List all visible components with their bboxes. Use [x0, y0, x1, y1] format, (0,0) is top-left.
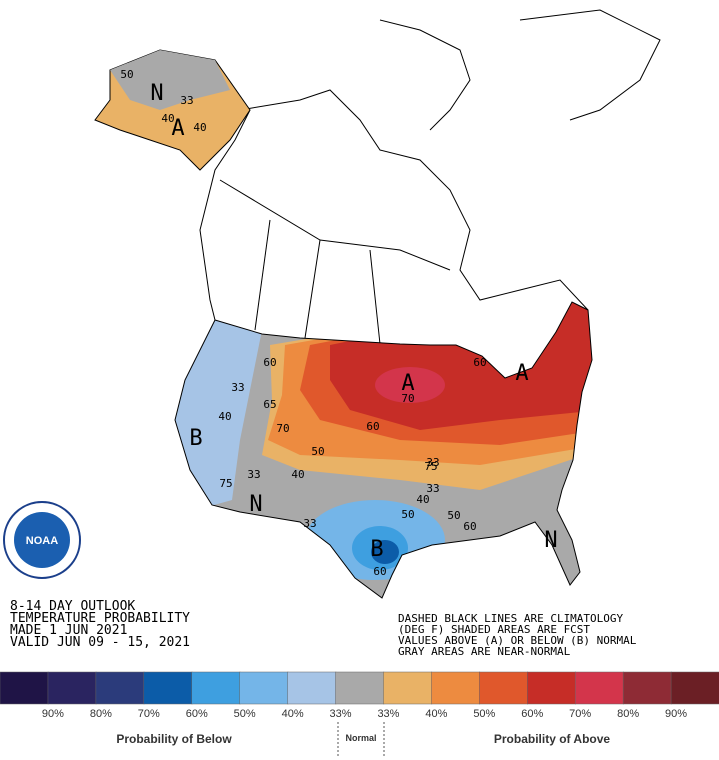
- map-label: A: [515, 361, 528, 386]
- map-label: 60: [366, 420, 379, 433]
- map-label: 50: [447, 509, 460, 522]
- outlook-info: 8-14 DAY OUTLOOK: [10, 599, 135, 614]
- legend-swatch: [431, 671, 481, 705]
- map-label: 40: [291, 468, 304, 481]
- legend-note: (DEG F) SHADED AREAS ARE FCST: [398, 623, 590, 636]
- legend-swatch: [239, 671, 289, 705]
- map-label: 70: [276, 422, 289, 435]
- map-label: B: [189, 426, 202, 451]
- legend-note: VALUES ABOVE (A) OR BELOW (B) NORMAL: [398, 634, 637, 647]
- legend-label: 80%: [617, 708, 639, 720]
- legend: 90% 80% 70% 60% 50% 40% 33% 33% 40% 50% 60% 70% 80% 9…: [0, 671, 719, 720]
- map-label: 50: [311, 445, 324, 458]
- map-label: 60: [263, 356, 276, 369]
- legend-swatch: [670, 671, 719, 705]
- map-label: 75: [219, 477, 232, 490]
- legend-label: 70%: [569, 708, 591, 720]
- map-label: 33: [426, 482, 439, 495]
- legend-swatch: [383, 671, 433, 705]
- legend-label: 90%: [42, 708, 64, 720]
- map-label: 40: [193, 121, 206, 134]
- legend-label: 60%: [521, 708, 543, 720]
- map-label: 50: [120, 68, 133, 81]
- map-label: 33: [247, 468, 260, 481]
- alaska: [94, 49, 251, 171]
- map-label: 50: [401, 508, 414, 521]
- outlook-info: MADE 1 JUN 2021: [10, 623, 127, 638]
- legend-label: 50%: [234, 708, 256, 720]
- legend-swatch: [47, 671, 97, 705]
- map-label: 75: [424, 460, 437, 473]
- land-outlines: [199, 9, 661, 345]
- legend-label: 40%: [425, 708, 447, 720]
- map-label: 33: [426, 456, 439, 469]
- map-label: 40: [416, 493, 429, 506]
- map-label: 40: [218, 410, 231, 423]
- legend-note: DASHED BLACK LINES ARE CLIMATOLOGY: [398, 612, 624, 625]
- us-outline: [174, 301, 593, 599]
- map-label: 60: [463, 520, 476, 533]
- legend-label: 90%: [665, 708, 687, 720]
- legend-label: 80%: [90, 708, 112, 720]
- legend-label: 60%: [186, 708, 208, 720]
- legend-label: 50%: [473, 708, 495, 720]
- map-label: A: [401, 371, 414, 396]
- legend-swatch: [95, 671, 145, 705]
- legend-swatch: [335, 671, 385, 705]
- legend-below: Probability of Below: [116, 732, 232, 746]
- legend-swatch: [143, 671, 193, 705]
- legend-label: 70%: [138, 708, 160, 720]
- map-label: 40: [161, 112, 174, 125]
- legend-label: 40%: [282, 708, 304, 720]
- map-label: N: [249, 492, 262, 517]
- map-label: A: [171, 116, 184, 141]
- legend-swatch: [0, 671, 49, 705]
- legend-label: 33%: [330, 708, 352, 720]
- legend-swatch: [622, 671, 672, 705]
- legend-swatch: [479, 671, 529, 705]
- legend-swatch: [527, 671, 576, 705]
- legend-swatch: [287, 671, 337, 705]
- outlook-info: TEMPERATURE PROBABILITY: [10, 611, 190, 626]
- legend-above: Probability of Above: [494, 732, 611, 746]
- map-label: 65: [263, 398, 276, 411]
- legend-note: GRAY AREAS ARE NEAR-NORMAL: [398, 645, 571, 658]
- map-label: 33: [303, 517, 316, 530]
- map-label: 60: [473, 356, 486, 369]
- noaa-logo: NOAA: [3, 501, 81, 579]
- map-label: N: [544, 528, 557, 553]
- map-label: 33: [180, 94, 193, 107]
- outlook-info: VALID JUN 09 - 15, 2021: [10, 635, 190, 650]
- map-label: 60: [373, 565, 386, 578]
- legend-swatch: [574, 671, 624, 705]
- map-label: 70: [401, 392, 414, 405]
- legend-normal: Normal: [345, 733, 376, 743]
- map-label: 33: [231, 381, 244, 394]
- map-label: N: [150, 81, 163, 106]
- legend-label: 33%: [377, 708, 399, 720]
- logo-text: NOAA: [26, 535, 58, 547]
- map-label: B: [370, 537, 383, 562]
- legend-swatch: [191, 671, 241, 705]
